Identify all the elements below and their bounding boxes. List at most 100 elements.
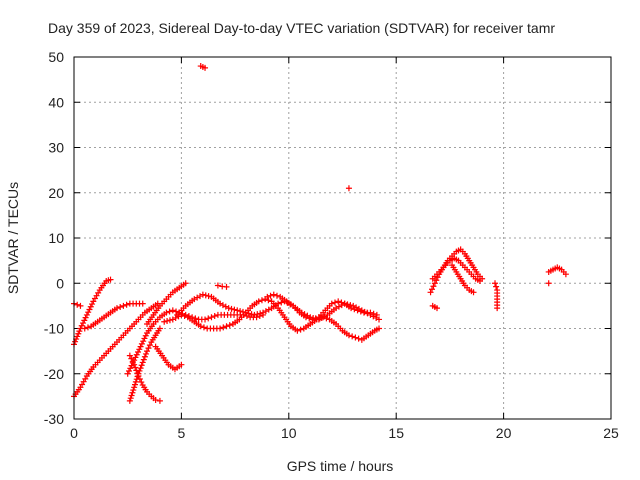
- data-point: [166, 308, 173, 315]
- data-point: [431, 280, 438, 287]
- data-point: [273, 292, 280, 299]
- y-tick-label: 30: [48, 140, 64, 156]
- data-point: [264, 293, 271, 300]
- series-arc-j: [161, 296, 383, 343]
- data-point: [137, 343, 144, 350]
- data-point: [349, 333, 356, 340]
- data-point: [470, 289, 477, 296]
- data-point: [493, 283, 500, 290]
- data-point: [434, 305, 441, 312]
- data-point: [127, 365, 134, 372]
- data-point: [82, 314, 89, 321]
- data-point: [128, 355, 135, 362]
- data-point: [137, 365, 144, 372]
- x-tick-label: 5: [178, 425, 186, 441]
- data-point: [278, 299, 285, 306]
- data-point: [83, 311, 90, 318]
- data-point: [156, 397, 163, 404]
- y-tick-label: -30: [44, 411, 64, 427]
- data-point: [131, 361, 138, 368]
- data-point: [140, 356, 147, 363]
- data-point: [245, 310, 252, 317]
- data-point: [107, 276, 114, 283]
- data-point: [328, 300, 335, 307]
- data-point: [135, 373, 142, 380]
- data-point: [345, 185, 352, 192]
- data-point: [430, 283, 437, 290]
- data-point: [357, 308, 364, 315]
- data-point: [87, 303, 94, 310]
- data-point: [139, 300, 146, 307]
- series-arc-q: [429, 255, 483, 284]
- data-point: [75, 330, 82, 337]
- data-point: [145, 345, 152, 352]
- data-point: [231, 306, 238, 313]
- data-point: [197, 323, 204, 330]
- data-point: [78, 322, 85, 329]
- data-point: [127, 395, 134, 402]
- data-point: [223, 323, 230, 330]
- series-arc-f: [126, 325, 163, 404]
- series-arc-s: [429, 302, 441, 312]
- data-point: [275, 300, 282, 307]
- data-point: [242, 309, 249, 316]
- data-point: [142, 350, 149, 357]
- data-point: [163, 309, 170, 316]
- y-tick-label: 50: [48, 49, 64, 65]
- data-point: [161, 318, 168, 325]
- y-axis-label: SDTVAR / TECUs: [5, 182, 21, 294]
- data-point: [297, 326, 304, 333]
- series-arc-m: [197, 63, 209, 71]
- data-point: [257, 310, 264, 317]
- data-point: [131, 384, 138, 391]
- y-tick-label: 0: [56, 275, 64, 291]
- data-point: [81, 317, 88, 324]
- data-point: [199, 291, 206, 298]
- data-point: [129, 358, 136, 365]
- data-point: [144, 348, 151, 355]
- data-point: [164, 317, 171, 324]
- series-arc-d: [81, 300, 146, 332]
- data-point: [139, 359, 146, 366]
- data-point: [335, 298, 342, 305]
- series-arc-l: [264, 291, 380, 323]
- series-arc-c: [71, 300, 84, 309]
- data-point: [132, 354, 139, 361]
- series-arc-r: [449, 262, 477, 296]
- data-point: [173, 308, 180, 315]
- data-point: [254, 311, 261, 318]
- data-point: [138, 340, 145, 347]
- data-point: [376, 316, 383, 323]
- data-point: [427, 289, 434, 296]
- data-point: [202, 316, 209, 323]
- y-tick-label: -10: [44, 321, 64, 337]
- data-point: [367, 309, 374, 316]
- data-point: [223, 283, 230, 290]
- series-arc-a: [71, 300, 161, 400]
- data-point: [200, 324, 207, 331]
- data-point: [138, 379, 145, 386]
- data-point: [76, 328, 83, 335]
- data-point: [376, 325, 383, 332]
- data-point: [85, 309, 92, 316]
- data-point: [74, 301, 81, 308]
- data-point: [134, 370, 141, 377]
- data-point: [181, 313, 188, 320]
- x-tick-label: 10: [281, 425, 297, 441]
- data-point: [140, 338, 147, 345]
- plot-frame: [73, 56, 612, 420]
- series-arc-t: [492, 280, 501, 312]
- series-arc-v: [545, 280, 552, 287]
- data-point: [234, 307, 241, 314]
- data-point: [132, 381, 139, 388]
- data-point: [132, 378, 139, 385]
- data-point: [248, 311, 255, 318]
- data-point: [351, 306, 358, 313]
- series-arc-n: [345, 185, 352, 192]
- data-point: [562, 271, 569, 278]
- data-point: [117, 304, 124, 311]
- data-point: [178, 361, 185, 368]
- x-tick-label: 25: [603, 425, 619, 441]
- data-point: [80, 320, 87, 327]
